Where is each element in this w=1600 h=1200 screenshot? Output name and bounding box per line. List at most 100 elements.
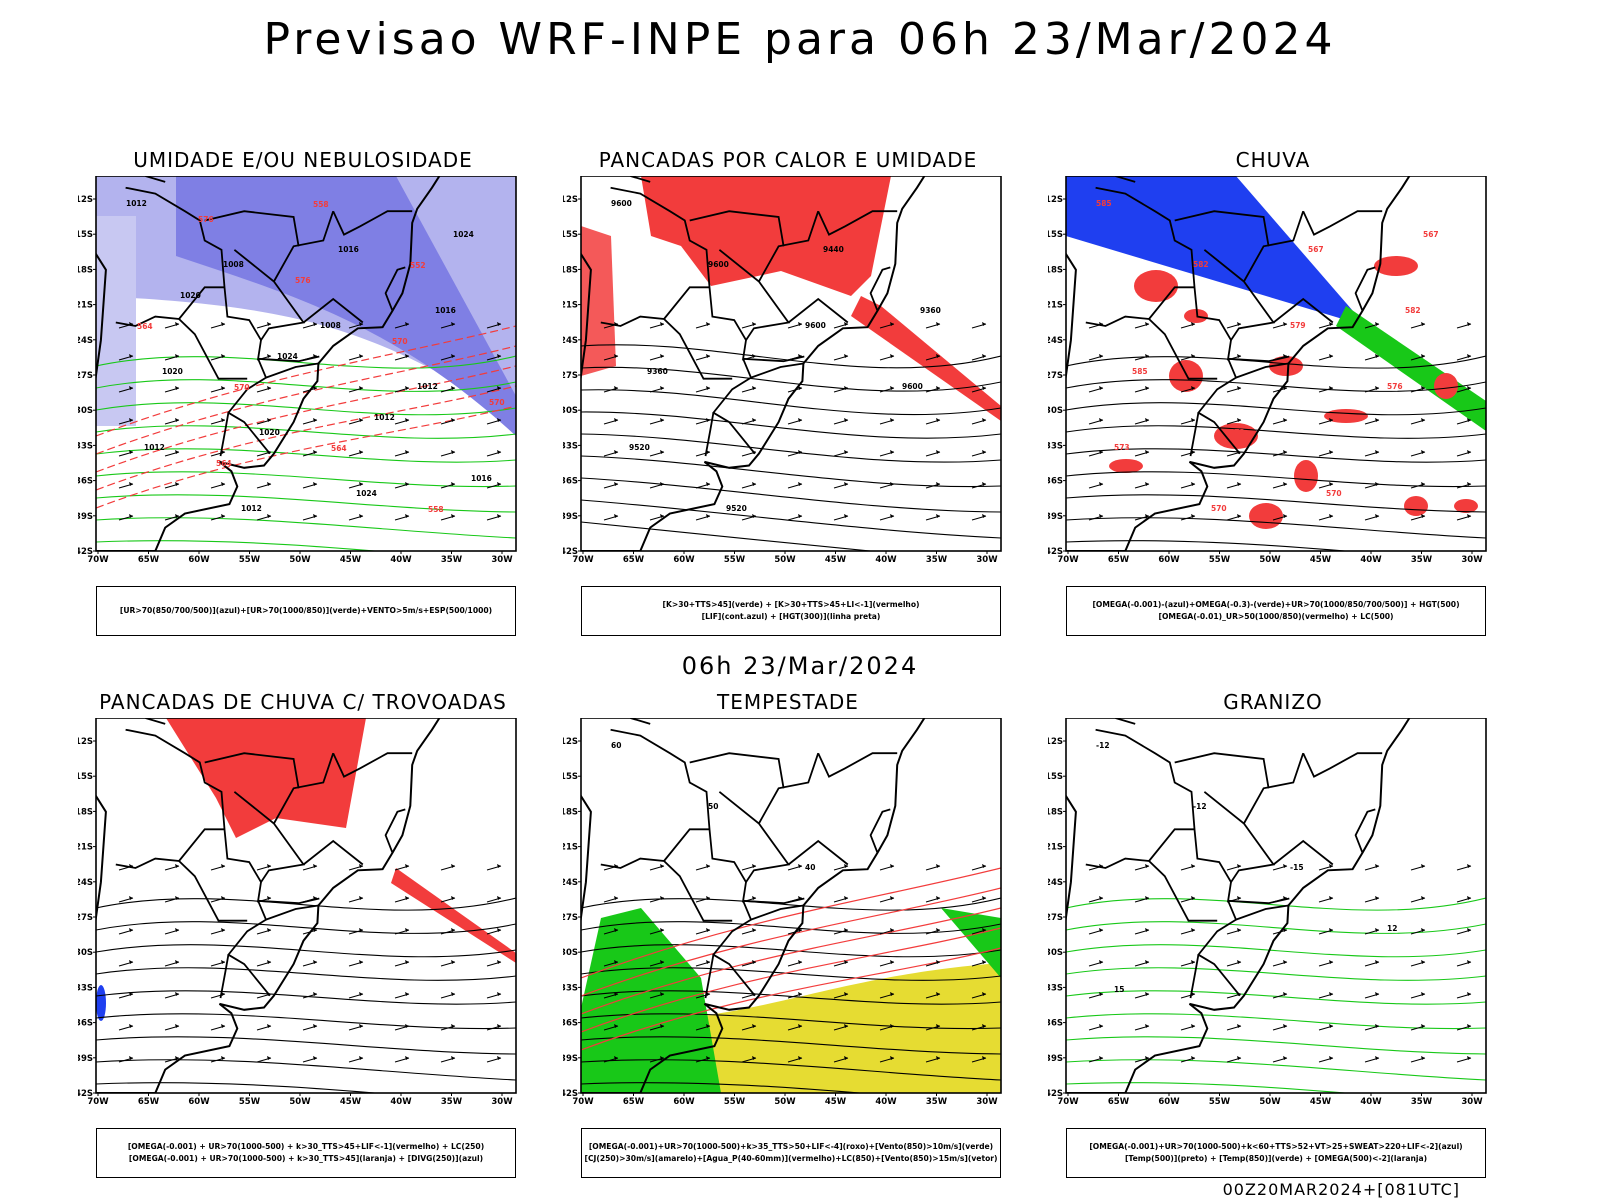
contour-line <box>1066 379 1486 392</box>
wind-arrow <box>394 514 410 521</box>
country-border <box>178 828 225 862</box>
wind-arrow <box>833 354 849 361</box>
wind-arrow <box>1134 354 1150 361</box>
contour-label: 1024 <box>356 489 377 498</box>
country-border <box>233 249 306 341</box>
thickness-contour <box>581 907 1001 1015</box>
wind-arrow <box>1134 928 1150 935</box>
wind-arrow <box>394 322 410 329</box>
wind-arrow <box>486 928 502 935</box>
contour-line <box>1066 494 1486 513</box>
lon-tick-label: 60W <box>188 555 210 565</box>
wind-arrow <box>741 386 757 393</box>
wind-arrow <box>1364 864 1380 871</box>
wind-arrow <box>440 1056 456 1063</box>
panel-title: GRANIZO <box>1223 690 1323 714</box>
legend-box: [UR>70(850/700/500)](azul)+[UR>70(1000/8… <box>96 586 516 636</box>
wind-arrow <box>256 418 272 425</box>
wind-arrow <box>302 418 318 425</box>
panel-umidade: UMIDADE E/OU NEBULOSIDADE 1012 1008 1008 101… <box>78 148 528 638</box>
lat-tick-label: 12S <box>1048 195 1063 205</box>
wind-arrow <box>695 354 711 361</box>
wind-arrow <box>210 928 226 935</box>
wind-arrow <box>695 1024 711 1031</box>
contour-line <box>96 425 516 439</box>
lon-tick-label: 50W <box>1259 1097 1281 1107</box>
wind-arrow <box>118 992 134 999</box>
wind-arrow <box>1364 386 1380 393</box>
wind-arrow <box>348 1024 364 1031</box>
country-border <box>1354 266 1376 312</box>
rain-red-cell <box>1134 270 1178 302</box>
wind-arrow <box>1318 928 1334 935</box>
wind-arrow <box>1318 896 1334 903</box>
wind-arrow <box>1456 960 1472 967</box>
lon-tick-label: 35W <box>926 555 948 565</box>
wind-arrow <box>210 482 226 489</box>
contour-line <box>1066 897 1486 911</box>
wind-arrow <box>1134 1056 1150 1063</box>
country-border <box>204 752 300 789</box>
lat-tick-label: 18S <box>78 807 93 817</box>
wind-arrow <box>1180 928 1196 935</box>
lat-tick-label: 15S <box>1048 230 1063 240</box>
wind-arrow <box>925 354 941 361</box>
country-border <box>1203 791 1276 883</box>
contour-label: 570 <box>234 383 250 392</box>
contour-line <box>1066 425 1486 439</box>
wind-arrow <box>164 992 180 999</box>
lat-tick-label: 24S <box>78 878 93 888</box>
contour-line <box>581 411 1001 439</box>
wind-arrow <box>486 864 502 871</box>
wind-arrow <box>1364 1056 1380 1063</box>
lat-tick-label: 18S <box>1048 265 1063 275</box>
contour-line <box>1066 967 1486 981</box>
wind-arrow <box>1272 450 1288 457</box>
wind-arrow <box>1456 992 1472 999</box>
wind-arrow <box>1364 514 1380 521</box>
panel-title: TEMPESTADE <box>717 690 859 714</box>
lon-tick-label: 70W <box>87 555 109 565</box>
wind-arrow <box>1410 1056 1426 1063</box>
wind-arrow <box>394 1024 410 1031</box>
contour-line <box>96 1082 381 1093</box>
lon-tick-label: 40W <box>875 1097 897 1107</box>
contour-label: 564 <box>331 444 347 453</box>
wind-arrow <box>394 386 410 393</box>
map-plot: 1012 1008 1008 1012 1012 1012 1016 1016 1020 1020… <box>78 176 517 565</box>
thickness-contour <box>96 385 516 491</box>
wind-arrow <box>1410 928 1426 935</box>
wind-arrow <box>394 928 410 935</box>
lat-tick-label: 15S <box>563 230 578 240</box>
rain-red-cell <box>1269 356 1303 376</box>
wind-arrow <box>603 418 619 425</box>
lon-tick-label: 45W <box>1310 555 1332 565</box>
lat-tick-label: 30S <box>1048 948 1063 958</box>
wind-arrow <box>787 1024 803 1031</box>
wind-arrow <box>649 1056 665 1063</box>
lon-tick-label: 30W <box>1461 1097 1483 1107</box>
wind-arrow <box>486 322 502 329</box>
legend-text: [UR>70(850/700/500)](azul)+[UR>70(1000/8… <box>119 606 493 615</box>
wind-arrow <box>833 482 849 489</box>
map-plot: 60 50 40 12S 15S 18S 21S 24S 27S 30S 33S 36S 39S 42S7… <box>563 718 1002 1107</box>
wind-arrow <box>394 1056 410 1063</box>
thickness-contour <box>96 365 516 473</box>
wind-arrow <box>695 896 711 903</box>
wind-arrow <box>440 482 456 489</box>
wind-arrow <box>833 928 849 935</box>
country-border <box>1148 828 1195 862</box>
wind-arrow <box>971 1024 987 1031</box>
lat-tick-label: 15S <box>78 772 93 782</box>
lat-tick-label: 12S <box>1048 737 1063 747</box>
wind-arrow <box>1226 322 1242 329</box>
lon-tick-label: 70W <box>1057 1097 1079 1107</box>
contour-label: 9360 <box>920 306 941 315</box>
panel-pancadas-calor: PANCADAS POR CALOR E UMIDADE 9600 9600 9600… <box>563 148 1013 638</box>
country-border <box>302 839 364 866</box>
wind-arrow <box>348 928 364 935</box>
wind-arrow <box>1364 896 1380 903</box>
contour-label: 558 <box>428 505 444 514</box>
country-border <box>869 808 891 854</box>
lat-tick-label: 33S <box>1048 441 1063 451</box>
